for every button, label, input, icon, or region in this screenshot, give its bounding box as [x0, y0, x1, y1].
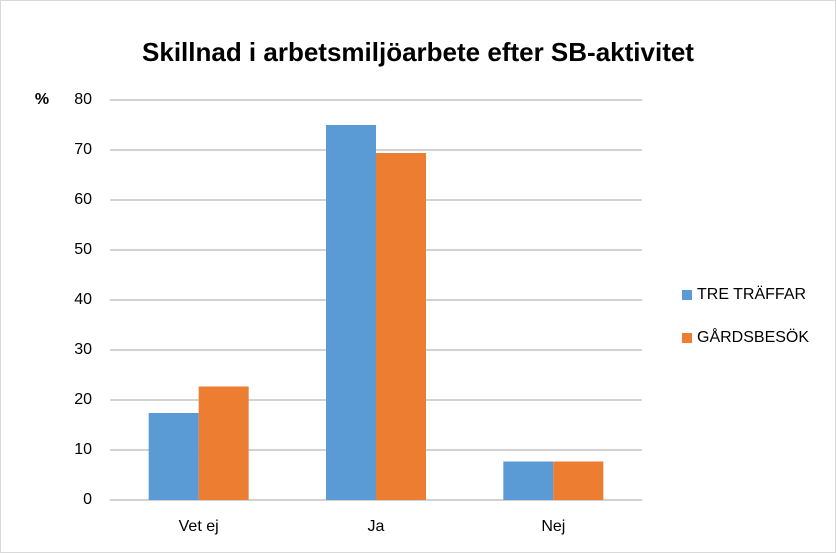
- bar: [148, 413, 199, 500]
- y-tick-label: 30: [74, 341, 92, 358]
- bar: [376, 153, 426, 500]
- y-tick-label: 40: [74, 291, 92, 308]
- x-tick-label: Nej: [541, 518, 565, 535]
- x-tick-label: Vet ej: [179, 518, 219, 535]
- y-tick-label: 70: [74, 141, 92, 158]
- y-tick-label: 10: [74, 441, 92, 458]
- y-tick-label: 80: [74, 91, 92, 108]
- legend-label: TRE TRÄFFAR: [697, 285, 806, 303]
- y-tick-label: 20: [74, 391, 92, 408]
- y-tick-label: 60: [74, 191, 92, 208]
- y-tick-label: 0: [83, 491, 92, 508]
- bar: [198, 386, 249, 500]
- bar: [553, 461, 604, 500]
- legend-swatch: [682, 290, 692, 300]
- y-tick-label: 50: [74, 241, 92, 258]
- y-axis-label: %: [35, 91, 49, 108]
- bar: [503, 461, 554, 500]
- x-tick-label: Ja: [368, 518, 385, 535]
- bar: [326, 125, 376, 500]
- legend-swatch: [682, 333, 692, 343]
- chart-title: Skillnad i arbetsmiljöarbete efter SB-ak…: [142, 37, 694, 67]
- legend-label: GÅRDSBESÖK: [697, 327, 809, 346]
